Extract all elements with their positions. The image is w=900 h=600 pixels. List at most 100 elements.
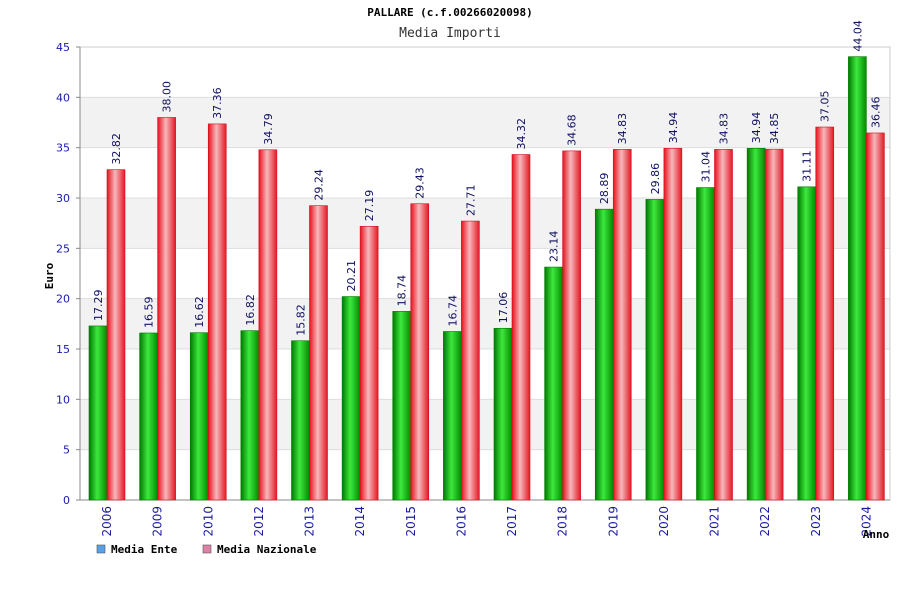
data-label: 16.62 bbox=[193, 296, 206, 328]
x-tick-label: 2020 bbox=[657, 506, 671, 537]
bar-media-nazionale-2012 bbox=[258, 149, 278, 501]
y-tick-label: 30 bbox=[56, 192, 70, 205]
bar-media-nazionale-2013 bbox=[309, 205, 328, 501]
data-label: 29.86 bbox=[649, 163, 662, 195]
x-tick-label: 2013 bbox=[303, 506, 317, 537]
bar-media-nazionale-2014 bbox=[359, 225, 379, 501]
bar-media-ente-2015 bbox=[392, 311, 412, 501]
x-tick-label: 2023 bbox=[809, 506, 823, 537]
bar-media-nazionale-2024 bbox=[866, 132, 885, 501]
y-tick-label: 40 bbox=[56, 91, 70, 104]
legend-label: Media Ente bbox=[111, 543, 178, 556]
data-label: 34.94 bbox=[667, 112, 680, 144]
bar-media-nazionale-2016 bbox=[461, 220, 480, 501]
data-label: 27.19 bbox=[363, 190, 376, 222]
bar-media-ente-2023 bbox=[797, 186, 817, 501]
bar-media-nazionale-2006 bbox=[106, 169, 126, 501]
legend-swatch bbox=[96, 544, 106, 554]
x-axis-ticks: 2006 2009 2010 2012 2013 2014 2015 2016 2017 2018… bbox=[100, 506, 873, 537]
bar-media-nazionale-2010 bbox=[207, 123, 227, 501]
data-label: 37.05 bbox=[819, 91, 832, 123]
y-tick-label: 20 bbox=[56, 293, 70, 306]
bar-media-ente-2006 bbox=[88, 325, 108, 501]
bar-media-ente-2016 bbox=[443, 331, 462, 501]
y-tick-label: 15 bbox=[56, 343, 70, 356]
bars bbox=[88, 56, 885, 501]
bar-media-ente-2012 bbox=[240, 330, 260, 501]
legend: Media Ente Media Nazionale bbox=[96, 543, 317, 556]
data-label: 27.71 bbox=[464, 185, 477, 217]
bar-media-nazionale-2023 bbox=[815, 126, 835, 501]
bar-media-nazionale-2015 bbox=[410, 203, 430, 501]
data-label: 31.11 bbox=[801, 150, 814, 182]
y-axis-ticks: 0 5 10 15 20 25 30 35 40 45 bbox=[56, 41, 80, 507]
bar-media-nazionale-2020 bbox=[663, 147, 683, 501]
chart-subtitle: Media Importi bbox=[399, 26, 501, 41]
legend-label: Media Nazionale bbox=[217, 543, 317, 556]
y-tick-label: 5 bbox=[63, 444, 70, 457]
bar-media-nazionale-2009 bbox=[157, 117, 176, 501]
bar-media-ente-2009 bbox=[139, 332, 158, 501]
bar-media-nazionale-2021 bbox=[714, 149, 733, 501]
data-label: 29.24 bbox=[313, 169, 326, 201]
bar-media-ente-2013 bbox=[291, 340, 310, 501]
bar-media-nazionale-2017 bbox=[511, 154, 531, 501]
data-label: 34.83 bbox=[718, 113, 731, 145]
data-label: 16.82 bbox=[244, 294, 257, 326]
y-tick-label: 35 bbox=[56, 142, 70, 155]
x-tick-label: 2015 bbox=[404, 506, 418, 537]
data-label: 17.29 bbox=[92, 289, 105, 321]
data-label: 34.85 bbox=[768, 113, 781, 145]
bar-media-ente-2010 bbox=[189, 332, 209, 501]
x-axis-label: Anno bbox=[863, 528, 890, 541]
data-label: 36.46 bbox=[869, 96, 882, 128]
y-tick-label: 10 bbox=[56, 393, 70, 406]
data-label: 28.89 bbox=[598, 173, 611, 205]
data-label: 32.82 bbox=[110, 133, 123, 165]
data-label: 20.21 bbox=[345, 260, 358, 292]
data-label: 44.04 bbox=[851, 20, 864, 52]
data-label: 18.74 bbox=[396, 275, 409, 307]
data-label: 16.59 bbox=[143, 296, 156, 328]
x-tick-label: 2017 bbox=[505, 506, 519, 537]
bar-media-nazionale-2018 bbox=[562, 150, 581, 501]
data-label: 34.83 bbox=[616, 113, 629, 145]
x-tick-label: 2016 bbox=[454, 506, 468, 537]
data-label: 29.43 bbox=[414, 167, 427, 199]
data-label: 34.94 bbox=[750, 112, 763, 144]
x-tick-label: 2024 bbox=[859, 506, 873, 537]
data-label: 31.04 bbox=[700, 151, 713, 183]
bar-media-ente-2014 bbox=[341, 296, 361, 501]
grid-band bbox=[80, 47, 890, 98]
x-tick-label: 2012 bbox=[252, 506, 266, 537]
x-tick-label: 2022 bbox=[758, 506, 772, 537]
bar-media-nazionale-2022 bbox=[764, 148, 784, 501]
bar-media-ente-2017 bbox=[493, 327, 513, 501]
bar-media-ente-2024 bbox=[848, 56, 867, 501]
data-label: 34.32 bbox=[515, 118, 528, 150]
bar-media-ente-2018 bbox=[544, 266, 563, 501]
data-label: 34.68 bbox=[566, 114, 579, 146]
bar-media-ente-2019 bbox=[594, 208, 614, 501]
data-label: 15.82 bbox=[295, 304, 308, 336]
y-tick-label: 25 bbox=[56, 242, 70, 255]
x-tick-label: 2006 bbox=[100, 506, 114, 537]
bar-media-ente-2020 bbox=[645, 199, 665, 501]
data-label: 34.79 bbox=[262, 113, 275, 145]
x-tick-label: 2021 bbox=[708, 506, 722, 537]
y-tick-label: 45 bbox=[56, 41, 70, 54]
data-label: 37.36 bbox=[211, 87, 224, 119]
data-label: 17.06 bbox=[497, 292, 510, 324]
bar-media-nazionale-2019 bbox=[612, 149, 632, 501]
data-labels: 17.29 32.82 16.59 38.00 16.62 37.36 16.82 34.79… bbox=[92, 20, 882, 336]
y-axis-label: Euro bbox=[43, 262, 56, 289]
x-tick-label: 2010 bbox=[201, 506, 215, 537]
x-tick-label: 2014 bbox=[353, 506, 367, 537]
legend-swatch bbox=[202, 544, 212, 554]
bar-media-ente-2022 bbox=[746, 147, 766, 501]
x-tick-label: 2009 bbox=[151, 506, 165, 537]
chart-title: PALLARE (c.f.00266020098) bbox=[367, 6, 533, 19]
x-tick-label: 2018 bbox=[556, 506, 570, 537]
bar-media-ente-2021 bbox=[696, 187, 715, 501]
